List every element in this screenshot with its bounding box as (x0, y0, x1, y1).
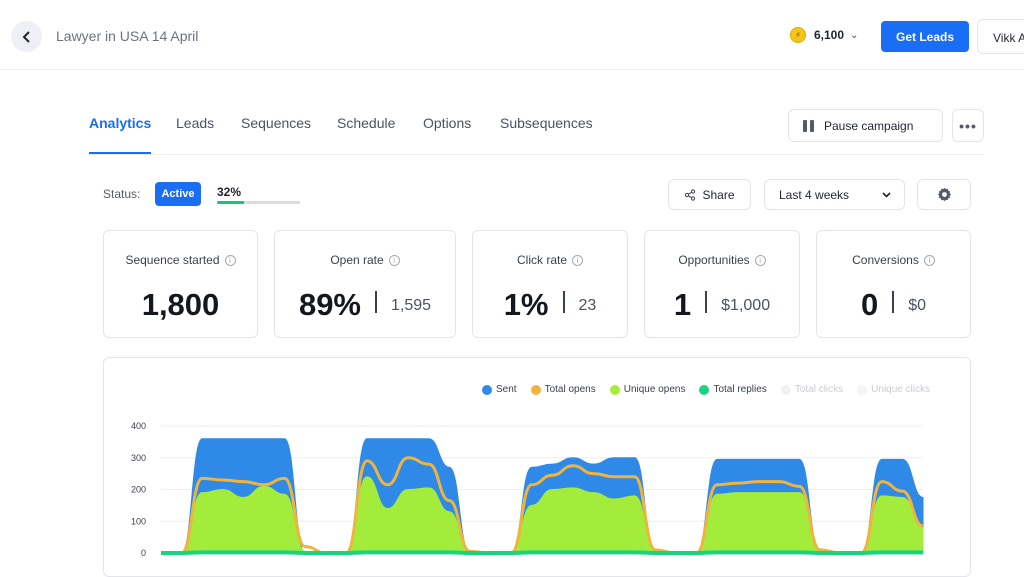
page-title: Lawyer in USA 14 April (56, 28, 199, 44)
share-button[interactable]: Share (668, 179, 751, 210)
stat-label: Click rate (516, 253, 567, 267)
tab-sequences[interactable]: Sequences (241, 115, 312, 131)
stat-value: 1% (503, 287, 549, 322)
chart-legend: Sent Total opens Unique opens Total repl… (482, 384, 930, 395)
date-range-select[interactable]: Last 4 weeks (764, 179, 905, 210)
stat-card-opportunities: Opportunities i 1 $1,000 (644, 230, 800, 338)
legend-label: Total replies (713, 384, 767, 395)
share-icon (685, 188, 696, 201)
credits-value: 6,100 (814, 28, 845, 42)
info-icon[interactable]: i (923, 255, 935, 267)
pause-campaign-button[interactable]: Pause campaign (788, 109, 943, 142)
chevron-left-icon (22, 30, 30, 43)
stat-subvalue: $0 (908, 297, 927, 314)
legend-item-unique-opens[interactable]: Unique opens (609, 384, 686, 395)
legend-label: Sent (496, 384, 517, 395)
tab-leads[interactable]: Leads (176, 115, 215, 131)
divider (562, 291, 565, 313)
top-header: Lawyer in USA 14 April ⚡ 6,100 ⌄ Get Lea… (0, 0, 1024, 70)
pause-campaign-label: Pause campaign (824, 118, 914, 133)
divider (705, 291, 708, 313)
stat-value: 0 (860, 287, 879, 322)
legend-label: Unique opens (623, 384, 686, 395)
progress-bar-fill (217, 201, 244, 204)
y-tick-label: 100 (131, 516, 146, 526)
stat-card-conversions: Conversions i 0 $0 (816, 230, 971, 338)
back-button[interactable] (11, 21, 42, 52)
stat-subvalue: 1,595 (391, 297, 432, 314)
legend-item-sent[interactable]: Sent (482, 384, 517, 395)
get-leads-button[interactable]: Get Leads (881, 21, 969, 52)
divider (892, 291, 895, 313)
stat-label: Conversions (852, 253, 919, 267)
legend-label: Total clicks (794, 384, 844, 395)
tab-options[interactable]: Options (423, 115, 472, 131)
date-range-value: Last 4 weeks (779, 187, 850, 202)
y-tick-label: 200 (131, 485, 146, 495)
credits-dropdown[interactable]: ⚡ 6,100 ⌄ (790, 27, 858, 43)
more-options-button[interactable]: ••• (952, 109, 984, 142)
active-tab-indicator (89, 152, 151, 154)
campaign-tabs: Analytics Leads Sequences Schedule Optio… (89, 112, 984, 155)
progress-bar (217, 201, 300, 204)
stat-value: 1 (673, 287, 692, 322)
y-tick-label: 300 (131, 453, 146, 463)
legend-label: Unique clicks (871, 384, 931, 395)
y-tick-label: 0 (141, 548, 146, 558)
series-line-total-opens[interactable] (160, 456, 924, 555)
stat-subvalue: $1,000 (721, 297, 771, 314)
coin-icon: ⚡ (790, 27, 806, 43)
legend-item-total-opens[interactable]: Total opens (530, 384, 596, 395)
stat-label: Open rate (330, 253, 384, 267)
user-menu-button[interactable]: Vikk A (977, 19, 1024, 54)
info-icon[interactable]: i (224, 255, 236, 267)
tab-subsequences[interactable]: Subsequences (500, 115, 593, 131)
legend-item-total-replies[interactable]: Total replies (699, 384, 767, 395)
gear-icon (937, 187, 951, 202)
legend-item-total-clicks[interactable]: Total clicks (780, 384, 844, 395)
stat-value: 1,800 (141, 287, 220, 322)
stat-value: 89% (298, 287, 361, 322)
stat-subvalue: 23 (578, 297, 597, 314)
series-area-unique-opens[interactable] (160, 476, 924, 554)
divider (375, 291, 377, 313)
legend-dot (857, 384, 868, 395)
legend-dot (482, 384, 492, 395)
legend-dot (780, 384, 791, 395)
progress-percent: 32% (217, 185, 242, 199)
info-icon[interactable]: i (754, 255, 766, 267)
legend-dot (609, 384, 620, 395)
legend-item-unique-clicks[interactable]: Unique clicks (857, 384, 930, 395)
info-icon[interactable]: i (388, 255, 400, 267)
area-chart: 0 100 200 300 400 (131, 421, 924, 558)
series-line-total-replies[interactable] (160, 550, 923, 555)
tab-analytics[interactable]: Analytics (89, 115, 152, 131)
y-tick-label: 400 (131, 421, 146, 431)
status-label: Status: (103, 187, 141, 201)
chevron-down-icon (882, 192, 891, 198)
stat-card-open-rate: Open rate i 89% 1,595 (274, 230, 456, 338)
pause-icon (803, 119, 814, 132)
legend-dot (699, 384, 710, 395)
stat-label: Opportunities (678, 253, 750, 267)
chevron-down-icon: ⌄ (850, 29, 859, 41)
status-badge: Active (155, 182, 201, 206)
tab-schedule[interactable]: Schedule (337, 115, 396, 131)
stat-card-sequence-started: Sequence started i 1,800 (103, 230, 258, 338)
legend-dot (530, 384, 541, 395)
stat-card-click-rate: Click rate i 1% 23 (472, 230, 628, 338)
share-label: Share (702, 187, 735, 202)
info-icon[interactable]: i (572, 255, 583, 267)
stat-label: Sequence started (125, 253, 220, 267)
legend-label: Total opens (544, 384, 596, 395)
chart-settings-button[interactable] (917, 179, 971, 210)
